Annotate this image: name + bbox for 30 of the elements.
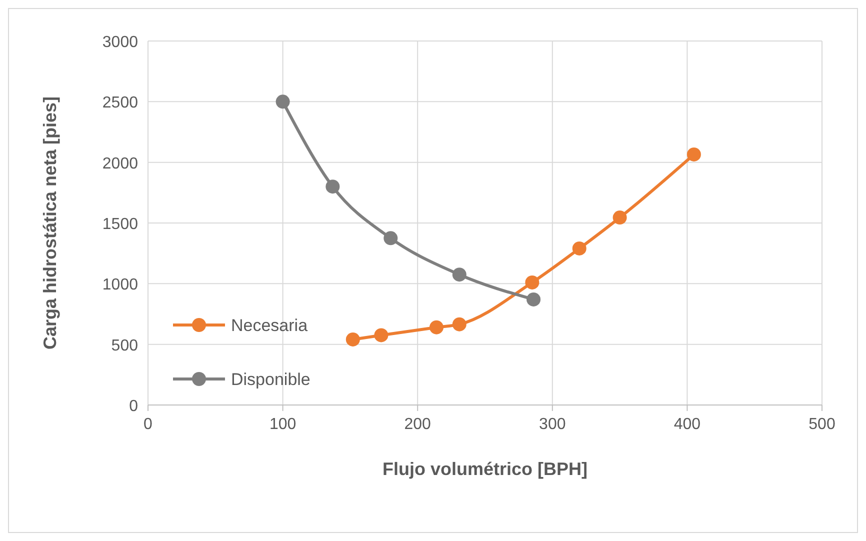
y-tick-label: 2500 — [102, 94, 138, 112]
x-axis-title: Flujo volumétrico [BPH] — [382, 459, 588, 479]
point — [374, 328, 388, 342]
y-tick-label: 2000 — [102, 155, 138, 172]
point — [452, 317, 466, 332]
y-tick-label: 0 — [129, 398, 138, 415]
point — [326, 180, 340, 194]
x-tick-label: 0 — [144, 416, 153, 433]
point — [572, 241, 586, 256]
x-tick-label: 200 — [404, 416, 432, 433]
legend-label: Disponible — [231, 370, 310, 389]
legend-label: Necesaria — [231, 316, 308, 335]
point — [526, 292, 541, 306]
y-tick-label: 3000 — [102, 34, 138, 51]
y-tick-label: 1500 — [102, 216, 138, 233]
point — [452, 268, 466, 282]
x-tick-label: 300 — [539, 416, 566, 433]
point — [525, 275, 540, 290]
y-tick-label: 1000 — [102, 276, 138, 294]
x-tick-label: 100 — [269, 416, 296, 433]
y-tick-label: 500 — [111, 337, 138, 354]
point — [686, 147, 701, 162]
point — [346, 332, 360, 346]
point — [612, 210, 627, 225]
point — [429, 320, 444, 334]
y-axis-title: Carga hidrostática neta [pies] — [40, 96, 60, 350]
point — [384, 231, 398, 246]
x-tick-label: 500 — [808, 416, 836, 433]
x-tick-label: 400 — [674, 416, 701, 433]
point — [276, 94, 290, 109]
